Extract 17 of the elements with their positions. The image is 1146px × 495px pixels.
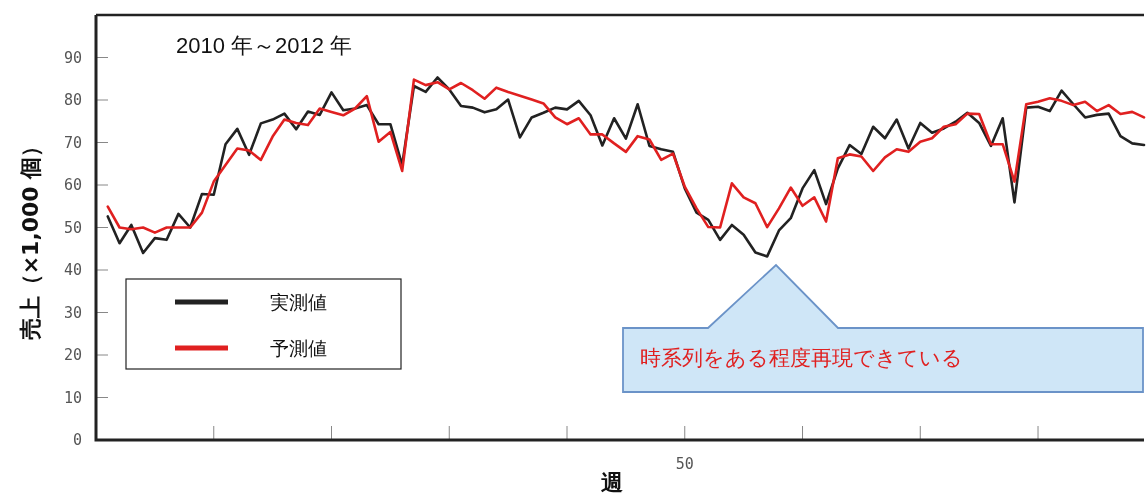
y-tick-label: 0 [72,431,82,449]
y-tick-label: 20 [63,346,82,364]
y-tick-label: 40 [63,261,82,279]
y-tick-label: 90 [63,48,82,67]
y-axis-title: 売上（×1,000 個） [18,134,43,341]
annotation: 時系列をある程度再現できている [640,346,963,370]
y-tick-label: 80 [63,91,82,109]
y-tick-label: 60 [63,176,82,194]
text: 2010 年～2012 年 [176,33,353,58]
y-tick-label: 10 [63,388,82,407]
x-axis-title: 週 [601,470,623,495]
legend-label: 実測値 [270,291,327,313]
y-tick-label: 30 [63,303,82,322]
callout: 時系列をある程度再現できている [622,263,1144,393]
legend-label: 予測値 [270,337,327,359]
y-tick-label: 50 [63,218,82,237]
y-tick-label: 70 [63,133,82,152]
